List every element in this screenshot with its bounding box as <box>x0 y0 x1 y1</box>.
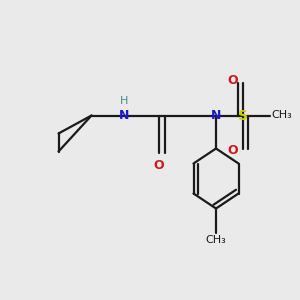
Text: O: O <box>227 143 238 157</box>
Text: CH₃: CH₃ <box>272 110 292 121</box>
Text: O: O <box>227 74 238 88</box>
Text: S: S <box>238 109 248 122</box>
Text: CH₃: CH₃ <box>206 235 226 245</box>
Text: O: O <box>154 159 164 172</box>
Text: H: H <box>120 96 129 106</box>
Text: N: N <box>119 109 130 122</box>
Text: N: N <box>211 109 221 122</box>
